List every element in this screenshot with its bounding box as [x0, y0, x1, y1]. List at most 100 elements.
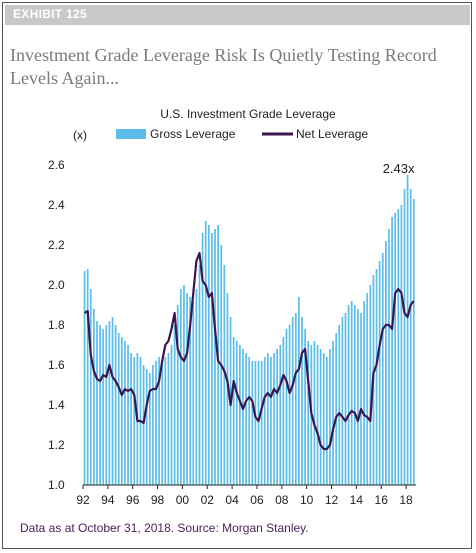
gross-bar — [105, 325, 108, 485]
gross-bar — [195, 289, 198, 485]
gross-bar — [89, 289, 92, 485]
gross-bar — [291, 317, 294, 485]
y-tick-label: 2.6 — [48, 158, 65, 172]
gross-bar — [313, 341, 316, 485]
gross-bar — [388, 229, 390, 485]
gross-bar — [111, 317, 114, 485]
gross-bar — [96, 321, 98, 485]
gross-bar — [232, 337, 235, 485]
gross-bar — [319, 349, 322, 485]
gross-bar — [207, 225, 210, 485]
gross-bar — [400, 205, 403, 485]
gross-bar — [114, 325, 117, 485]
gross-bar — [214, 229, 216, 485]
x-tick-label: 00 — [176, 493, 190, 507]
y-axis-ticks: 1.0 1.2 1.4 1.6 1.8 2.0 2.2 2.4 2.6 — [48, 158, 65, 492]
gross-bar — [161, 361, 164, 485]
gross-bar — [120, 337, 123, 485]
gross-bar — [124, 341, 126, 485]
gross-bar — [360, 313, 362, 485]
x-tick-label: 08 — [275, 493, 289, 507]
gross-bar — [93, 309, 95, 485]
x-tick-label: 06 — [250, 493, 264, 507]
gross-bar — [369, 285, 372, 485]
gross-bar — [375, 269, 378, 485]
gross-bar — [347, 305, 350, 485]
gross-bar — [257, 361, 260, 485]
y-tick-label: 2.0 — [48, 278, 65, 292]
x-tick-label: 16 — [375, 493, 389, 507]
gross-bar — [403, 189, 406, 485]
legend-net-label: Net Leverage — [296, 127, 368, 141]
gross-bar — [204, 221, 207, 485]
legend-gross-swatch — [116, 129, 146, 139]
gross-bar — [282, 337, 285, 485]
x-tick-label: 92 — [76, 493, 90, 507]
gross-bar — [273, 353, 275, 485]
chart-headline: Investment Grade Leverage Risk Is Quietl… — [10, 45, 437, 88]
gross-bar — [276, 349, 279, 485]
x-tick-label: 12 — [325, 493, 339, 507]
gross-bar — [108, 321, 111, 485]
x-tick-label: 14 — [350, 493, 364, 507]
gross-bar — [167, 353, 170, 485]
gross-bar — [245, 353, 247, 485]
x-axis-ticks: 92 94 96 98 00 02 04 06 08 10 12 14 16 18 — [76, 485, 413, 507]
max-annotation: 2.43x — [383, 161, 415, 176]
gross-bar — [279, 345, 282, 485]
gross-bar — [385, 241, 387, 485]
x-tick-label: 02 — [201, 493, 215, 507]
gross-bar — [155, 361, 157, 485]
gross-bar — [397, 209, 400, 485]
gross-bar — [86, 269, 89, 485]
gross-bar — [173, 325, 176, 485]
net-leverage-line-group — [84, 251, 415, 451]
gross-bar — [266, 353, 269, 485]
gross-bar — [183, 285, 185, 485]
gross-bar — [353, 305, 356, 485]
gross-bar — [186, 293, 188, 485]
gross-bar — [254, 361, 257, 485]
gross-bar — [192, 301, 195, 485]
y-tick-label: 1.6 — [48, 358, 65, 372]
y-tick-label: 1.2 — [48, 438, 65, 452]
chart-title: U.S. Investment Grade Leverage — [160, 107, 336, 121]
exhibit-frame — [2, 2, 472, 549]
gross-bar — [366, 293, 369, 485]
net-leverage-line — [84, 251, 415, 451]
gross-bar — [133, 357, 136, 485]
gross-bar — [248, 357, 251, 485]
x-tick-label: 98 — [151, 493, 165, 507]
gross-bar — [152, 365, 154, 485]
gross-bar — [329, 349, 331, 485]
gross-bar — [239, 345, 241, 485]
gross-bar — [409, 189, 412, 485]
gross-bar — [198, 265, 201, 485]
gross-bar — [102, 329, 105, 485]
gross-bar — [338, 325, 341, 485]
gross-bar — [341, 317, 344, 485]
gross-bar — [288, 325, 291, 485]
gross-bar — [148, 373, 151, 485]
gross-bar — [127, 345, 129, 485]
gross-bar — [242, 349, 244, 485]
gross-bar — [211, 233, 213, 485]
x-tick-label: 10 — [300, 493, 314, 507]
gross-bar — [251, 361, 254, 485]
exhibit-label: EXHIBIT 125 — [13, 7, 87, 21]
gross-bar — [350, 301, 353, 485]
gross-bar — [201, 233, 204, 485]
x-tick-label: 04 — [225, 493, 239, 507]
gross-bar — [357, 309, 359, 485]
gross-bar — [83, 271, 86, 485]
gross-bar — [304, 329, 306, 485]
gross-bar — [344, 313, 347, 485]
gross-bar — [189, 297, 192, 485]
gross-bar — [335, 333, 338, 485]
gross-bar — [412, 199, 415, 485]
gross-bar — [164, 357, 167, 485]
gross-bar — [170, 345, 173, 485]
gross-bar — [307, 341, 310, 485]
gross-bar — [378, 261, 381, 485]
